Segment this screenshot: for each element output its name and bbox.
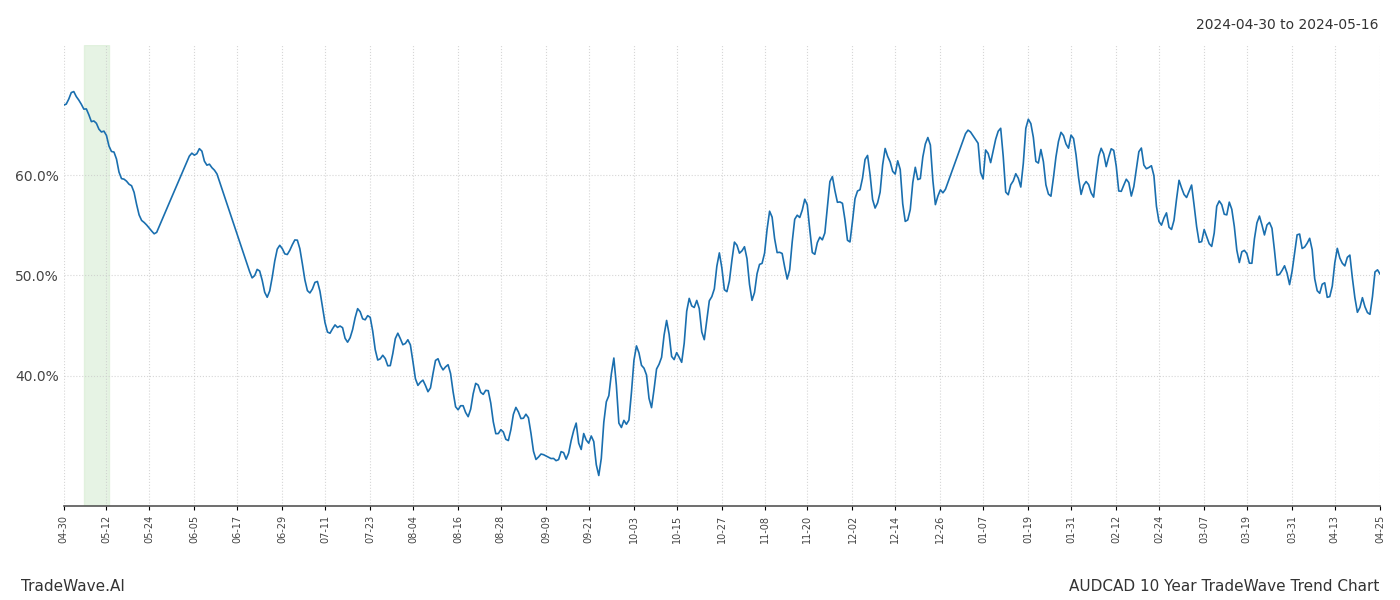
Bar — [84, 45, 109, 506]
Text: 2024-04-30 to 2024-05-16: 2024-04-30 to 2024-05-16 — [1197, 18, 1379, 32]
Text: AUDCAD 10 Year TradeWave Trend Chart: AUDCAD 10 Year TradeWave Trend Chart — [1068, 579, 1379, 594]
Text: TradeWave.AI: TradeWave.AI — [21, 579, 125, 594]
